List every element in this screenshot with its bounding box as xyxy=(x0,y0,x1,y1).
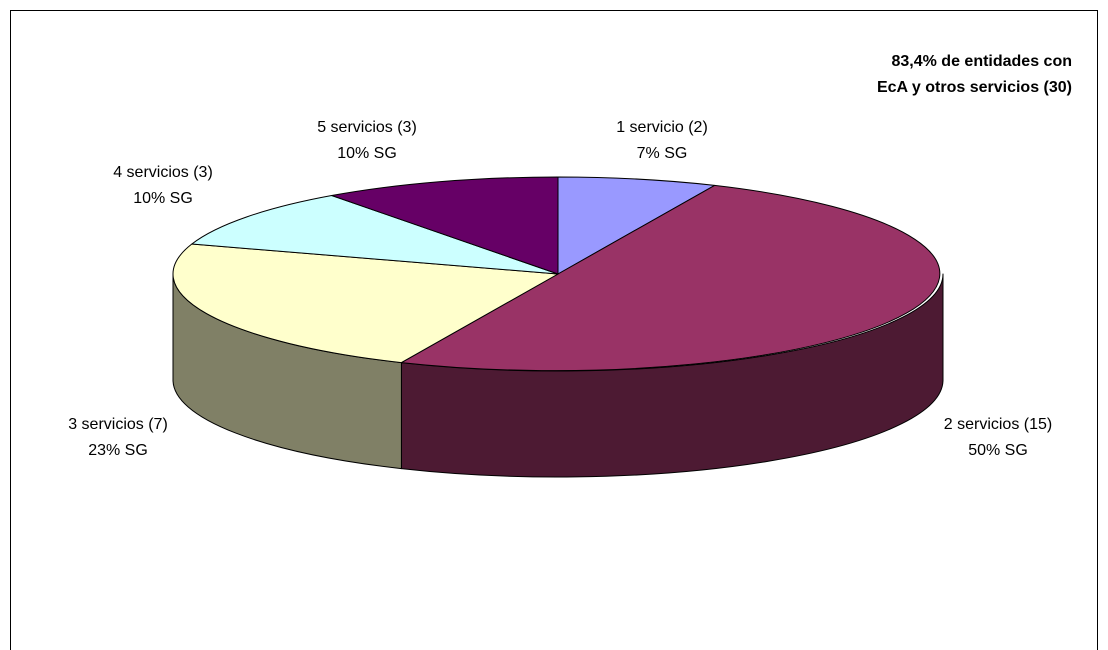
slice-label-name: 4 servicios (3) xyxy=(113,164,213,181)
chart-title-line2: EcA y otros servicios (30) xyxy=(876,79,1072,96)
pie-sides xyxy=(172,273,944,478)
slice-label-percent: 23% SG xyxy=(88,442,148,459)
slice-label-percent: 50% SG xyxy=(968,442,1028,459)
slice-label-1-servicio: 1 servicio (2) 7% SG xyxy=(597,115,727,167)
pie-tops xyxy=(172,176,941,372)
slice-label-percent: 7% SG xyxy=(636,145,688,162)
slice-label-name: 5 servicios (3) xyxy=(317,119,417,136)
slice-label-name: 3 servicios (7) xyxy=(68,416,168,433)
slice-label-3-servicios: 3 servicios (7) 23% SG xyxy=(48,412,188,464)
slice-label-5-servicios: 5 servicios (3) 10% SG xyxy=(292,115,442,167)
slice-label-4-servicios: 4 servicios (3) 10% SG xyxy=(88,160,238,212)
slice-label-2-servicios: 2 servicios (15) 50% SG xyxy=(918,412,1078,464)
pie-chart xyxy=(172,176,944,478)
slice-top-4-servicios-3 xyxy=(191,195,559,275)
slice-label-name: 2 servicios (15) xyxy=(943,416,1053,433)
slice-label-name: 1 servicio (2) xyxy=(616,119,708,136)
chart-title-line1: 83,4% de entidades con xyxy=(891,53,1072,70)
slice-label-percent: 10% SG xyxy=(337,145,397,162)
slice-top-5-servicios-3 xyxy=(331,176,559,275)
slice-top-3-servicios-7 xyxy=(172,243,559,364)
chart-title: 83,4% de entidades con EcA y otros servi… xyxy=(772,49,1072,101)
slice-top-2-servicios-15 xyxy=(400,184,941,372)
slice-label-percent: 10% SG xyxy=(133,190,193,207)
slice-top-1-servicio-2 xyxy=(557,176,716,275)
